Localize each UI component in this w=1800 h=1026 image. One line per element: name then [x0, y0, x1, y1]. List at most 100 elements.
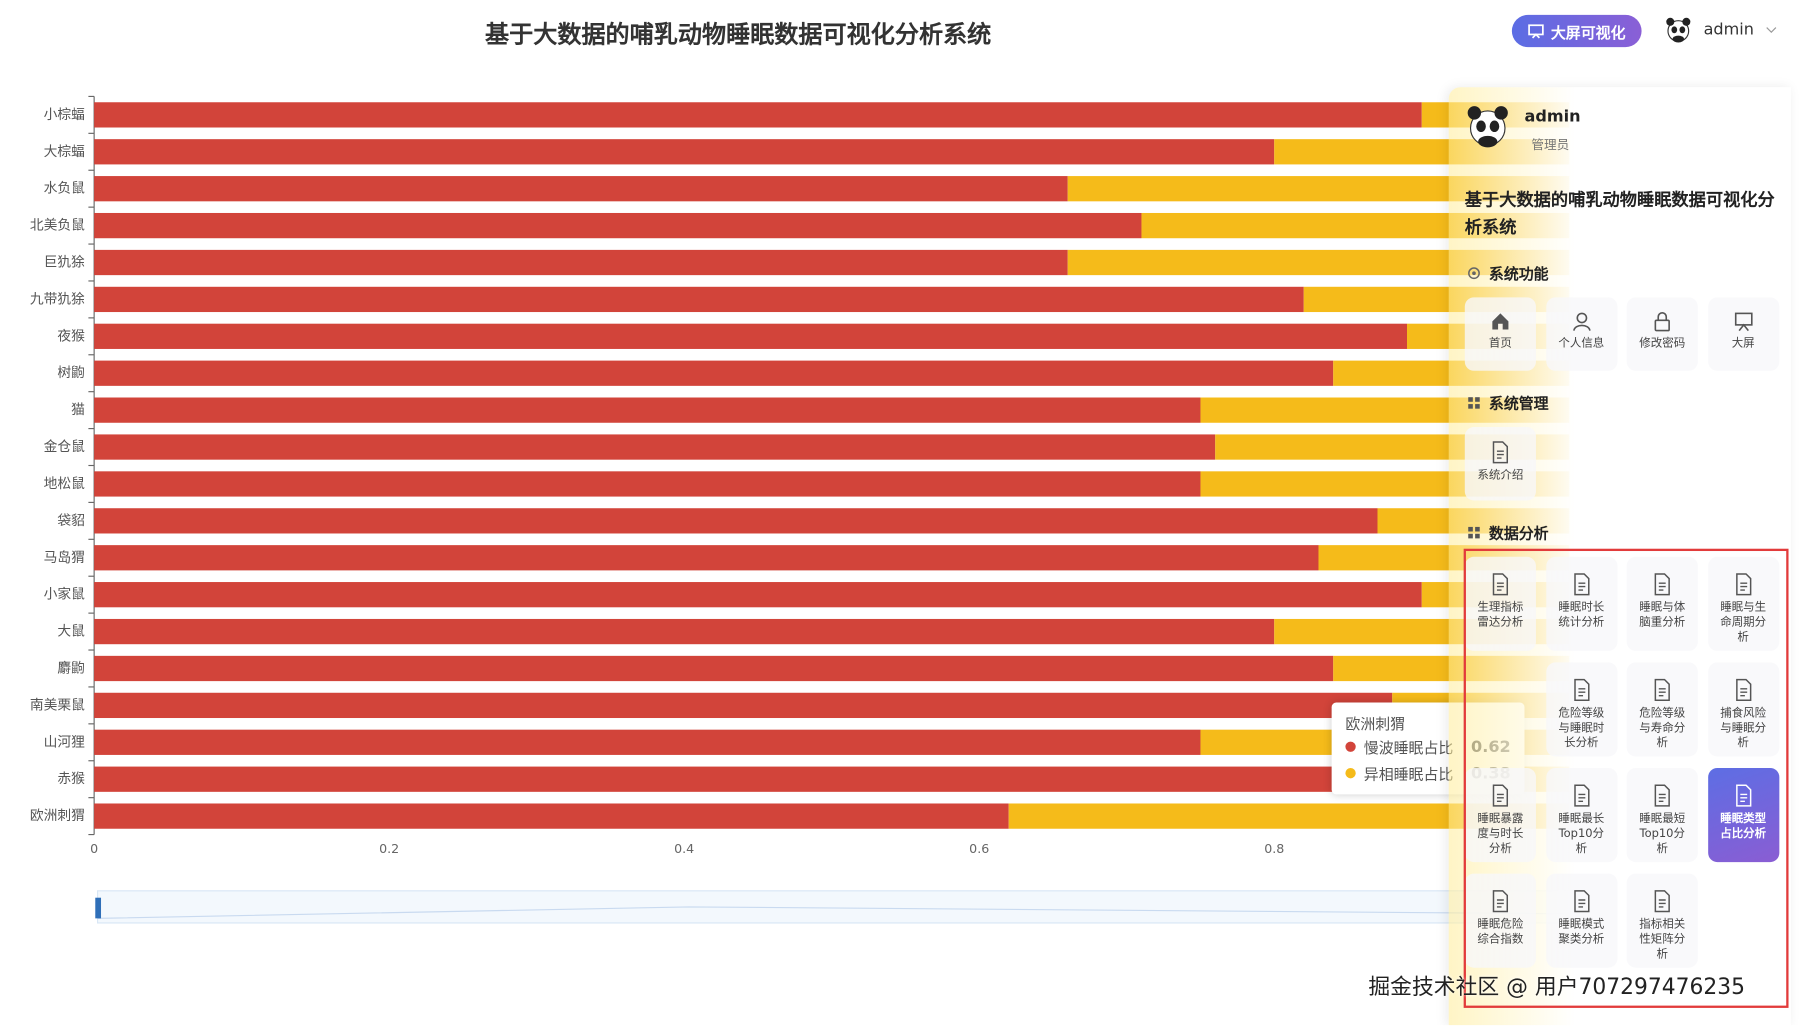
- menu-item[interactable]: 睡眠时长统计分析: [1545, 556, 1617, 651]
- bar-segment: [94, 729, 1201, 755]
- menu-icon: [1734, 312, 1753, 332]
- menu-icon: [1573, 573, 1589, 596]
- icon: [1468, 266, 1480, 279]
- menu-item[interactable]: 危险等级与睡眠时长分析: [1545, 662, 1617, 757]
- menu-item-label: 睡眠危险综合指数: [1477, 918, 1524, 946]
- y-tick-label: 袋貂: [57, 513, 85, 529]
- side-panel: admin 管理员 基于大数据的哺乳动物睡眠数据可视化分析系统 系统功能 首页 个人…: [1448, 87, 1791, 1026]
- y-tick-label: 马岛猬: [44, 550, 85, 566]
- menu-icon: [1492, 313, 1509, 330]
- menu-item[interactable]: [1465, 662, 1536, 756]
- menu-item-label: 危险等级与睡眠时长分析: [1558, 707, 1605, 750]
- bar-segment: [94, 323, 1407, 349]
- menu-item[interactable]: 修改密码: [1626, 297, 1698, 371]
- menu-item-label: 首页: [1488, 337, 1512, 351]
- bar-segment: [94, 766, 1334, 792]
- menu-item-label: 个人信息: [1558, 337, 1605, 351]
- menu-item[interactable]: 睡眠暴露度与时长分析: [1464, 767, 1536, 863]
- menu-grid: 生理指标雷达分析 睡眠时长统计分析 睡眠与体脑重分析 睡眠与生命周期分析危险等级与睡眠…: [1464, 556, 1779, 968]
- menu-item-label: 睡眠时长统计分析: [1558, 601, 1605, 630]
- menu-icon: [1492, 441, 1509, 464]
- y-tick-label: 猫: [71, 402, 85, 418]
- y-tick-label: 巨犰狳: [44, 255, 86, 271]
- bar-segment: [94, 582, 1422, 608]
- tooltip-series-name: 慢波睡眠占比: [1363, 740, 1454, 758]
- menu-icon: [1654, 312, 1670, 332]
- menu-item[interactable]: 危险等级与寿命分析: [1626, 662, 1698, 757]
- bar-segment: [94, 360, 1334, 386]
- big-screen-button[interactable]: 大屏可视化: [1511, 14, 1642, 48]
- bar-segment: [94, 286, 1304, 313]
- menu-item-label: 大屏: [1731, 337, 1755, 351]
- menu-item[interactable]: 捕食风险与睡眠分析: [1707, 662, 1779, 757]
- section-title: 数据分析: [1467, 521, 1775, 543]
- y-tick-label: 赤猴: [57, 771, 85, 787]
- x-tick-label: 0.8: [1264, 841, 1284, 856]
- menu-item-label: 危险等级与寿命分析: [1639, 707, 1686, 750]
- menu-icon: [1735, 784, 1751, 807]
- menu-item-label: 睡眠最短Top10分析: [1639, 812, 1686, 856]
- menu-item[interactable]: 生理指标雷达分析: [1464, 556, 1536, 651]
- bar-segment: [94, 618, 1275, 645]
- menu-item[interactable]: 系统介绍: [1464, 427, 1536, 501]
- menu-item[interactable]: 睡眠类型占比分析: [1707, 767, 1779, 863]
- menu-item[interactable]: 大屏: [1707, 297, 1779, 371]
- y-tick-label: 大棕蝠: [44, 144, 86, 160]
- menu-item-label: 睡眠类型占比分析: [1720, 812, 1767, 841]
- y-tick-label: 北美负鼠: [30, 218, 85, 234]
- button-label: 大屏可视化: [1550, 24, 1626, 42]
- avatar: [1467, 106, 1508, 148]
- menu-icon: [1573, 784, 1589, 807]
- menu-item[interactable]: 个人信息: [1545, 297, 1617, 371]
- menu-item[interactable]: 睡眠与体脑重分析: [1626, 556, 1698, 651]
- y-tick-label: 金仓鼠: [44, 439, 86, 455]
- y-tick-label: 麝鼩: [57, 660, 85, 676]
- header-title: 基于大数据的哺乳动物睡眠数据可视化分析系统: [485, 20, 992, 49]
- menu-item[interactable]: 睡眠危险综合指数: [1464, 873, 1536, 968]
- x-tick-label: 0: [90, 841, 98, 856]
- menu-item[interactable]: 指标相关性矩阵分析: [1626, 873, 1698, 968]
- tooltip-dot: [1345, 741, 1356, 752]
- menu-item-label: 生理指标雷达分析: [1477, 601, 1524, 630]
- menu-item-label: 睡眠模式聚类分析: [1558, 918, 1605, 946]
- menu-icon: [1735, 678, 1751, 702]
- y-tick-label: 水负鼠: [44, 181, 86, 197]
- user-name: admin: [1703, 20, 1754, 40]
- menu-icon: [1492, 784, 1509, 807]
- bar-segment: [94, 434, 1216, 460]
- data-zoom: [97, 890, 1570, 924]
- bar-segment: [94, 139, 1275, 165]
- menu-item[interactable]: 睡眠最长Top10分析: [1545, 767, 1617, 863]
- bar-segment: [94, 397, 1201, 423]
- bar-segment: [94, 102, 1422, 128]
- bar-segment: [94, 471, 1201, 497]
- menu-item-label: 系统介绍: [1477, 469, 1524, 483]
- y-tick-label: 树鼩: [57, 365, 85, 381]
- menu-icon: [1572, 312, 1591, 331]
- menu-item-label: 睡眠与生命周期分析: [1720, 601, 1767, 645]
- chevron: [1766, 27, 1777, 33]
- y-tick-label: 山河狸: [44, 734, 86, 750]
- bar-segment: [94, 655, 1334, 682]
- tooltip-dot: [1345, 767, 1356, 779]
- menu-item-label: 睡眠最长Top10分析: [1558, 812, 1605, 856]
- x-tick-label: 0.4: [674, 841, 694, 856]
- menu-item[interactable]: 睡眠最短Top10分析: [1626, 767, 1698, 863]
- menu-icon: [1492, 573, 1509, 596]
- icon: [1528, 24, 1544, 39]
- menu-item[interactable]: 首页: [1464, 297, 1536, 371]
- section-title: 系统管理: [1467, 391, 1775, 413]
- watermark: 掘金技术社区 @ 用户707297476235: [1368, 974, 1746, 1000]
- section-title-text: 数据分析: [1488, 525, 1549, 543]
- y-tick-label: 小棕蝠: [44, 107, 86, 123]
- menu-icon: [1654, 573, 1670, 596]
- bar-segment: [94, 508, 1378, 534]
- y-tick-label: 大鼠: [57, 624, 85, 640]
- user-menu[interactable]: admin: [1665, 16, 1777, 44]
- bar-segment: [94, 249, 1068, 276]
- menu-item[interactable]: 睡眠与生命周期分析: [1707, 556, 1779, 651]
- menu-item[interactable]: 睡眠模式聚类分析: [1545, 873, 1617, 968]
- icon: [1468, 526, 1480, 538]
